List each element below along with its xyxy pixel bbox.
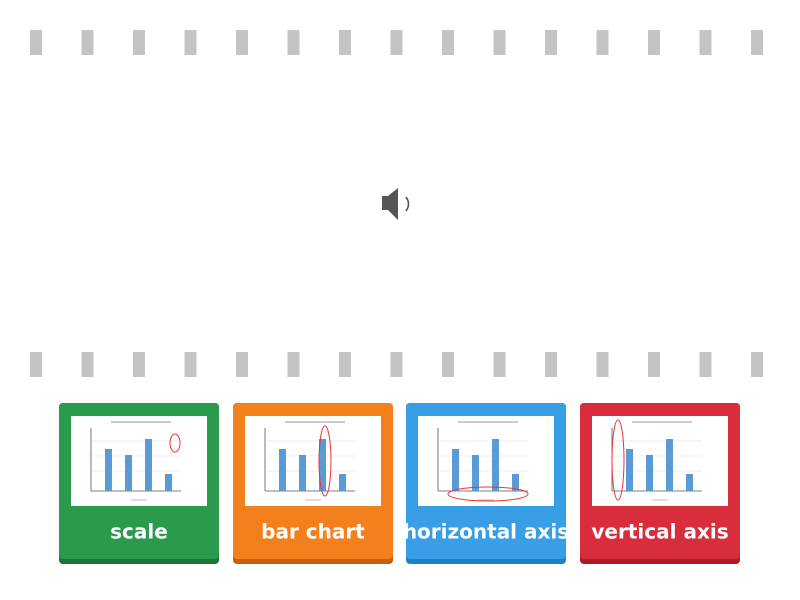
strip-hole (442, 30, 454, 55)
strip-hole (493, 30, 506, 55)
strip-hole (184, 352, 197, 377)
strip-hole (81, 352, 94, 377)
strip-hole (751, 352, 763, 377)
strip-hole (184, 30, 197, 55)
strip-hole (648, 30, 660, 55)
strip-hole (493, 352, 506, 377)
card-label: scale (110, 520, 168, 544)
strip-hole (545, 30, 557, 55)
strip-hole (236, 352, 248, 377)
strip-hole (133, 352, 145, 377)
strip-hole (751, 30, 763, 55)
strip-hole (545, 352, 557, 377)
card[interactable]: scale (59, 403, 219, 564)
strip-hole (390, 352, 403, 377)
speaker-button[interactable] (382, 188, 410, 220)
card-label: bar chart (261, 520, 365, 544)
strip-hole (699, 352, 712, 377)
card-label: horizontal axis (403, 520, 569, 544)
card[interactable]: horizontal axis (403, 403, 569, 564)
strip-hole (339, 30, 351, 55)
strip-hole (133, 30, 145, 55)
strip-hole (236, 30, 248, 55)
strip-hole (339, 352, 351, 377)
strip-hole (30, 352, 42, 377)
card-label: vertical axis (591, 520, 728, 544)
card[interactable]: bar chart (233, 403, 393, 564)
strip-hole (699, 30, 712, 55)
strip-hole (81, 30, 94, 55)
film-strip (30, 30, 763, 377)
strip-hole (648, 352, 660, 377)
strip-hole (596, 30, 609, 55)
strip-hole (287, 30, 300, 55)
strip-hole (287, 352, 300, 377)
strip-hole (442, 352, 454, 377)
card[interactable]: vertical axis (580, 403, 740, 564)
strip-hole (30, 30, 42, 55)
strip-hole (390, 30, 403, 55)
strip-hole (596, 352, 609, 377)
